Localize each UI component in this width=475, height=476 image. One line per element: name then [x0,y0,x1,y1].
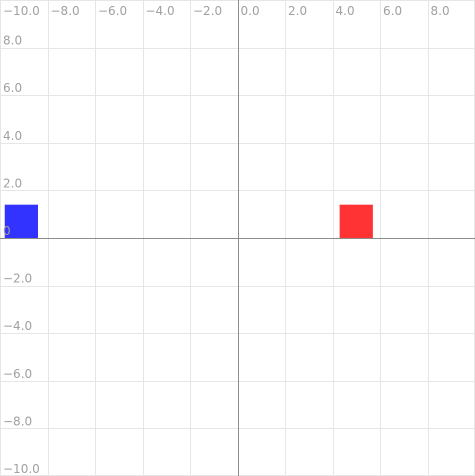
y-tick-label: 8.0 [3,34,22,48]
blue-square[interactable] [4,204,38,238]
y-tick-label: 6.0 [3,81,22,95]
y-tick-label: −2.0 [3,272,32,286]
x-tick-label: 4.0 [336,4,355,18]
y-tick-label: 2.0 [3,176,22,190]
y-tick-label: −4.0 [3,319,32,333]
tick-labels: −10.0 −8.0 −6.0 −4.0 −2.0 0.0 2.0 4.0 6.0 8.0 8.0 6… [3,4,450,476]
x-tick-label: 0.0 [241,4,260,18]
y-tick-label: −10.0 [3,462,40,476]
x-tick-label: 8.0 [431,4,450,18]
x-tick-label: −4.0 [146,4,175,18]
y-tick-label: 0 [3,224,11,238]
x-tick-label: −6.0 [98,4,127,18]
x-tick-label: −8.0 [51,4,80,18]
y-tick-label: 4.0 [3,129,22,143]
red-square[interactable] [339,204,373,238]
x-tick-label: 2.0 [288,4,307,18]
x-tick-label: −2.0 [193,4,222,18]
x-tick-label: 6.0 [383,4,402,18]
x-tick-label: −10.0 [3,4,40,18]
y-tick-label: −8.0 [3,414,32,428]
objects-layer [4,204,373,238]
y-tick-label: −6.0 [3,367,32,381]
